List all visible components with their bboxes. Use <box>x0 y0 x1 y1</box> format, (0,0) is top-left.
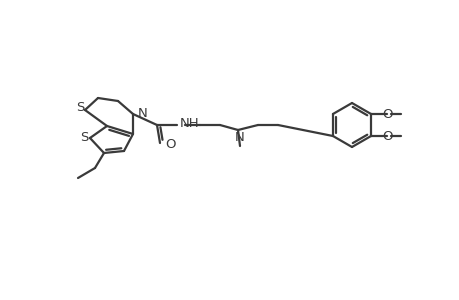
Text: N: N <box>138 106 147 119</box>
Text: O: O <box>381 130 392 142</box>
Text: NH: NH <box>179 116 199 130</box>
Text: O: O <box>165 137 175 151</box>
Text: S: S <box>76 100 84 113</box>
Text: O: O <box>381 107 392 121</box>
Text: N: N <box>235 130 244 143</box>
Text: S: S <box>80 130 88 143</box>
